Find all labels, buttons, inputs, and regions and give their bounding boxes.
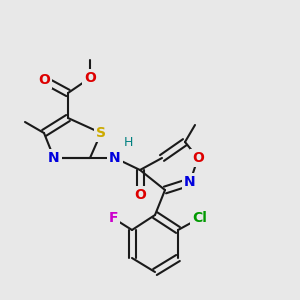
Text: N: N [109, 151, 121, 165]
Text: O: O [192, 151, 204, 165]
Text: O: O [84, 71, 96, 85]
Text: F: F [108, 211, 118, 225]
Text: O: O [38, 73, 50, 87]
Text: H: H [123, 136, 133, 149]
Text: Cl: Cl [193, 211, 207, 225]
Text: N: N [48, 151, 60, 165]
Text: S: S [96, 126, 106, 140]
Text: O: O [134, 188, 146, 202]
Text: N: N [184, 175, 196, 189]
